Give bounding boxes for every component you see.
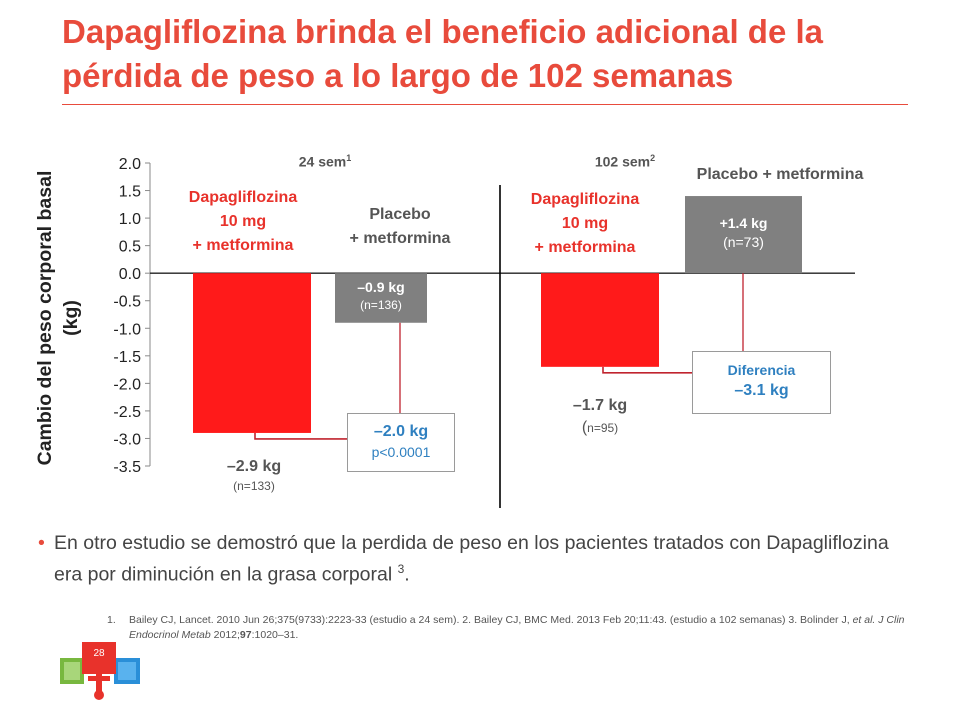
group-header-24: 24 sem1 [298,153,352,170]
y-tick-label: -1.5 [113,349,141,366]
title-divider [62,104,908,105]
page-number: 28 [93,648,105,659]
y-tick-label: -3.0 [113,431,141,448]
y-tick-label: -0.5 [113,294,141,311]
bar-1-0 [541,273,659,367]
y-tick-label: 1.5 [119,184,141,201]
bar-value-dapa-102: –1.7 kg (n=95) [572,397,628,436]
y-tick-label: 1.0 [119,211,141,228]
connector-dapa-24 [254,432,347,440]
logo-red-square [82,642,116,674]
bar-value-placebo-102: +1.4 kg (n=73) [719,215,768,250]
group-header-102: 102 sem2 [594,153,656,170]
y-tick-label: -2.5 [113,404,141,421]
y-tick-label: -2.0 [113,376,141,393]
bar-label-placebo-102: Placebo + metformina [696,166,864,183]
connector-dapa-102 [602,366,692,374]
bar-0-1 [335,273,427,323]
y-tick-label: 0.5 [119,239,141,256]
bar-value-placebo-24: –0.9 kg (n=136) [357,279,405,312]
difference-box-24: –2.0 kg p<0.0001 [347,413,455,472]
bar-label-dapa-102: Dapagliflozina 10 mg + metformina [530,191,640,256]
bar-1-1 [685,196,802,274]
bullet-dot: • [38,532,45,554]
y-tick-label: 2.0 [119,156,141,173]
page-title: Dapagliflozina brinda el beneficio adici… [62,13,823,94]
difference-box-102: Diferencia –3.1 kg [692,351,831,414]
bullet-text: En otro estudio se demostró que la perdi… [54,532,889,586]
y-tick-label: -1.0 [113,321,141,338]
bar-0-0 [193,273,311,433]
bar-label-dapa-24: Dapagliflozina 10 mg + metformina [188,189,298,254]
bar-value-dapa-24: –2.9 kg (n=133) [226,458,282,493]
bar-label-placebo-24: Placebo + metformina [349,206,451,247]
y-tick-label: -3.5 [113,459,141,476]
y-tick-label: 0.0 [119,266,141,283]
y-axis-title: Cambio del peso corporal basal (kg) [34,170,82,466]
company-logo: 28 [60,642,140,700]
